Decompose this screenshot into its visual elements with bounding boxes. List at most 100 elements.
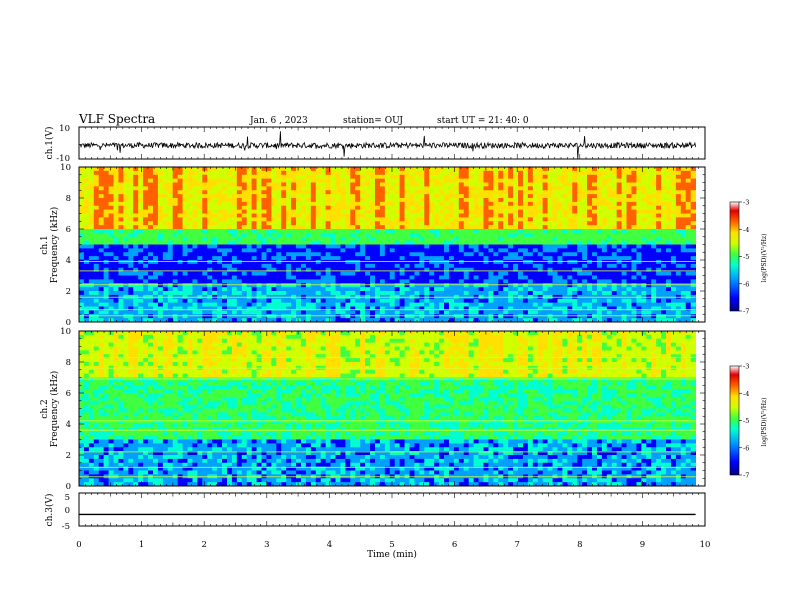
spectrogram-cell [345, 263, 351, 269]
spectrogram-cell [143, 283, 149, 288]
spectrogram-cell [325, 275, 331, 280]
spectrogram-cell [636, 244, 642, 249]
spectrogram-cell [572, 236, 578, 242]
spectrogram-cell [157, 174, 164, 180]
spectrogram-cell [192, 186, 198, 191]
spectrogram-cell [611, 186, 618, 191]
spectrogram-cell [305, 302, 312, 307]
spectrogram-cell [453, 225, 460, 230]
spectrogram-cell [656, 314, 662, 319]
spectrogram-cell [226, 205, 233, 211]
spectrogram-cell [300, 279, 307, 284]
spectrogram-cell [266, 283, 272, 288]
spectrogram-cell [241, 221, 248, 226]
spectrogram-cell [167, 306, 174, 311]
spectrogram-cell [340, 225, 346, 230]
spectrogram-cell [167, 279, 174, 284]
spectrogram-cell [439, 186, 445, 191]
spectrogram-cell [596, 279, 603, 284]
spectrogram-cell [404, 256, 410, 261]
spectrogram-cell [241, 186, 248, 191]
spectrogram-cell [537, 256, 544, 261]
spectrogram-cell [167, 260, 174, 265]
spectrogram-cell [291, 271, 297, 276]
spectrogram-cell [488, 271, 494, 276]
spectrogram-cell [325, 194, 331, 199]
spectrogram-cell [592, 182, 598, 187]
spectrogram-cell [616, 178, 623, 183]
spectrogram-cell [325, 229, 331, 234]
spectrogram-cell [439, 194, 445, 199]
spectrogram-cell [675, 287, 682, 292]
spectrogram-cell [271, 201, 277, 207]
spectrogram-cell [212, 244, 218, 249]
spectrogram-cell [498, 178, 504, 183]
spectrogram-cell [335, 260, 341, 265]
spectrogram-cell [468, 194, 475, 199]
spectrogram-cell [513, 167, 519, 172]
spectrogram-cell [246, 298, 253, 304]
spectrogram-cell [498, 279, 504, 284]
spectrogram-cell [690, 236, 697, 242]
spectrogram-cell [577, 209, 583, 214]
spectrogram-cell [108, 267, 114, 273]
spectrogram-cell [498, 229, 504, 234]
spectrogram-cell [424, 298, 430, 304]
spectrogram-cell [202, 182, 208, 187]
spectrogram-cell [133, 260, 139, 265]
spectrogram-cell [256, 198, 262, 203]
spectrogram-cell [182, 232, 188, 238]
spectrogram-cell [133, 267, 139, 273]
spectrogram-cell [552, 236, 558, 242]
spectrogram-cell [483, 291, 489, 296]
spectrogram-cell [670, 306, 677, 311]
spectrogram-cell [113, 263, 119, 269]
spectrogram-cell [675, 252, 682, 257]
spectrogram-cell [182, 178, 188, 183]
spectrogram-cell [335, 205, 341, 211]
spectrogram-cell [680, 178, 687, 183]
spectrogram-cell [236, 298, 243, 304]
spectrogram-cell [522, 221, 529, 226]
spectrogram-cell [621, 221, 627, 226]
spectrogram-cell [370, 209, 376, 214]
spectrogram-cell [162, 252, 169, 257]
spectrogram-cell [503, 217, 509, 222]
spectrogram-cell [404, 275, 410, 280]
spectrogram-cell [616, 279, 623, 284]
spectrogram-cell [685, 279, 692, 284]
spectrogram-cell [424, 213, 430, 218]
spectrogram-cell [532, 167, 539, 172]
spectrogram-cell [296, 198, 302, 203]
spectrogram-cell [310, 205, 317, 211]
spectrogram-cell [611, 167, 618, 172]
spectrogram-cell [276, 267, 282, 273]
spectrogram-cell [532, 178, 539, 183]
spectrogram-cell [83, 198, 90, 203]
spectrogram-cell [389, 314, 396, 319]
spectrogram-cell [133, 298, 139, 304]
spectrogram-cell [488, 221, 494, 226]
spectrogram-cell [276, 310, 282, 315]
spectrogram-cell [266, 302, 272, 307]
spectrogram-cell [103, 170, 109, 176]
spectrogram-cell [621, 256, 627, 261]
spectrogram-cell [212, 198, 218, 203]
spectrogram-cell [621, 232, 627, 238]
spectrogram-cell [567, 298, 573, 304]
spectrogram-cell [641, 314, 647, 319]
spectrogram-cell [666, 302, 672, 307]
spectrogram-cell [310, 256, 317, 261]
spectrogram-cell [483, 213, 489, 218]
spectrogram-cell [207, 271, 213, 276]
spectrogram-cell [557, 291, 563, 296]
spectrogram-cell [453, 167, 460, 172]
spectrogram-cell [527, 217, 534, 222]
spectrogram-cell [93, 318, 100, 323]
spectrogram-cell [498, 271, 504, 276]
spectrogram-cell [350, 194, 356, 199]
spectrogram-cell [424, 287, 430, 292]
spectrogram-cell [320, 213, 327, 218]
spectrogram-cell [315, 244, 322, 249]
spectrogram-cell [281, 271, 287, 276]
